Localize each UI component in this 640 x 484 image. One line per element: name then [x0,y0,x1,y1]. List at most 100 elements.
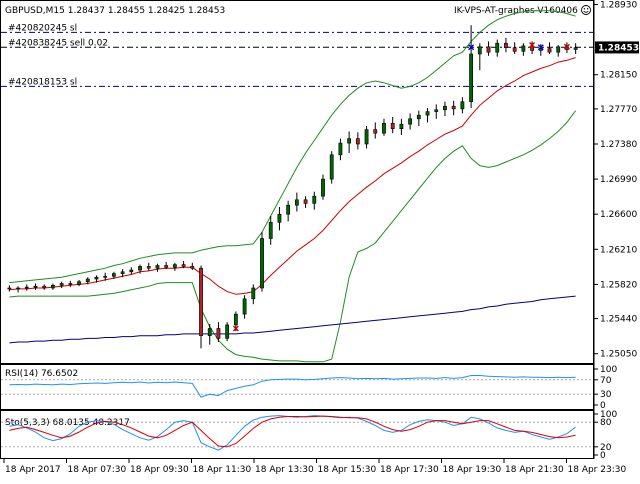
candle-body [460,101,465,110]
candle-body [199,267,203,337]
candle-body [382,123,386,134]
candle-body [373,129,378,134]
price-tick-label: 1.26210 [600,245,637,255]
indicator-name: IK-VPS-AT-graphes-V160406 [454,6,578,16]
candle [225,322,230,342]
osc-tick-label: 80 [600,418,612,428]
candle [338,138,343,161]
candle [120,269,125,278]
time-tick-label: 18 Apr 09:30 [130,465,189,475]
time-tick-label: 18 Apr 07:30 [68,465,127,475]
candle [146,262,151,271]
trade-marker [468,44,475,51]
oscillator-line-1 [9,415,576,448]
candle-body [294,199,299,206]
candle [138,264,142,274]
trade-marker [563,43,570,50]
indicator-series [9,10,577,363]
time-tick-label: 18 Apr 17:30 [380,465,439,475]
candle-body [547,48,552,53]
candle [112,271,116,279]
candle [512,42,517,54]
candle-body [521,45,526,52]
candle [251,284,256,305]
candle [347,131,352,153]
candle [242,295,247,319]
candle-body [312,195,317,204]
time-tick-label: 18 Apr 11:30 [193,465,252,475]
candle-body [268,222,273,239]
candle-body [103,275,108,278]
candle-body [416,114,421,120]
order-line-label: #420838245 sell 0.02 [8,38,108,48]
rsi-plot [1,375,593,398]
candle [547,42,552,54]
trade-marker [232,325,239,332]
candle-body [85,278,90,282]
trade-marker [537,44,544,51]
oscillator-line-0 [9,375,576,398]
current-price-marker: 1.28453 [595,41,639,54]
candle [373,122,378,139]
candle [155,263,160,272]
candle-body [329,154,334,180]
candle [390,117,395,134]
time-tick-label: 18 Apr 13:30 [255,465,314,475]
candle-body [7,287,12,290]
price-tick-label: 1.28150 [600,71,637,81]
candle [277,207,282,231]
candle-body [338,142,343,156]
candle [33,283,38,290]
candle-body [94,276,99,280]
candle [573,43,578,54]
candle-body [172,264,177,268]
candle-body [181,264,186,267]
time-tick-label: 18 Apr 15:30 [318,465,377,475]
candle [382,118,386,136]
trade-marker [529,42,536,48]
candle [504,37,508,53]
candle-body [42,285,47,289]
price-tick-label: 1.26600 [600,210,637,220]
candle [59,281,64,288]
candle-body [164,265,169,268]
candle-body [138,266,142,271]
rsi-title: RSI(14) 76.6502 [5,369,78,379]
candle [329,151,334,184]
candle-body [59,283,64,286]
current-price-label: 1.28453 [598,43,639,53]
candle [286,200,291,222]
candle-body [260,238,264,289]
price-tick-label: 1.26990 [600,175,637,185]
candle [425,108,430,123]
candle [77,279,81,287]
candle-body [112,273,116,277]
candle-body [321,178,325,197]
candle-body [443,105,447,111]
candle-body [408,118,413,125]
osc-tick-label: 100 [600,365,617,375]
candle-body [120,271,125,274]
osc-tick-label: 100 [600,410,617,420]
order-lines: #420820245 sl #420838245 sell 0.02 #420818… [1,23,593,87]
candle-body [573,47,578,50]
indicator-line-2 [9,110,577,363]
candle [443,101,447,117]
candle [364,126,369,149]
candle-body [486,46,491,53]
candle [321,174,325,200]
candle [469,25,473,108]
candle [51,283,55,290]
candle-body [24,286,29,289]
candle [294,192,299,212]
candle-body [451,105,456,110]
candle [451,100,456,116]
stoch-plot [1,415,593,451]
candle-body [286,204,291,215]
candle-body [277,213,282,223]
candle [42,284,47,290]
